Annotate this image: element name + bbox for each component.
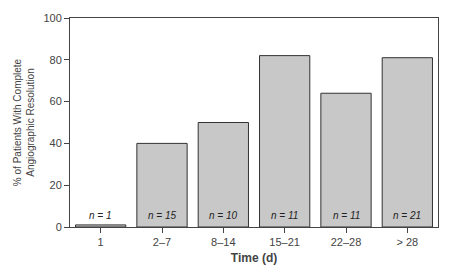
svg-text:0: 0 xyxy=(56,221,62,233)
svg-text:1: 1 xyxy=(98,236,104,248)
svg-text:80: 80 xyxy=(50,54,62,66)
svg-text:2–7: 2–7 xyxy=(153,236,171,248)
svg-text:% of Patients With CompleteAng: % of Patients With CompleteAngiographic … xyxy=(12,58,36,186)
svg-text:> 28: > 28 xyxy=(396,236,418,248)
svg-text:n = 11: n = 11 xyxy=(333,210,360,221)
svg-text:n = 11: n = 11 xyxy=(271,210,298,221)
svg-text:100: 100 xyxy=(43,12,61,24)
svg-text:n = 21: n = 21 xyxy=(393,210,421,221)
svg-text:20: 20 xyxy=(50,179,62,191)
svg-text:40: 40 xyxy=(50,137,62,149)
svg-text:60: 60 xyxy=(50,95,62,107)
svg-text:8–14: 8–14 xyxy=(211,236,235,248)
svg-text:n = 1: n = 1 xyxy=(89,210,112,221)
svg-text:15–21: 15–21 xyxy=(269,236,300,248)
svg-text:22–28: 22–28 xyxy=(331,236,362,248)
svg-text:Time (d): Time (d) xyxy=(231,251,277,265)
svg-text:n = 15: n = 15 xyxy=(148,210,177,221)
svg-text:n = 10: n = 10 xyxy=(209,210,238,221)
